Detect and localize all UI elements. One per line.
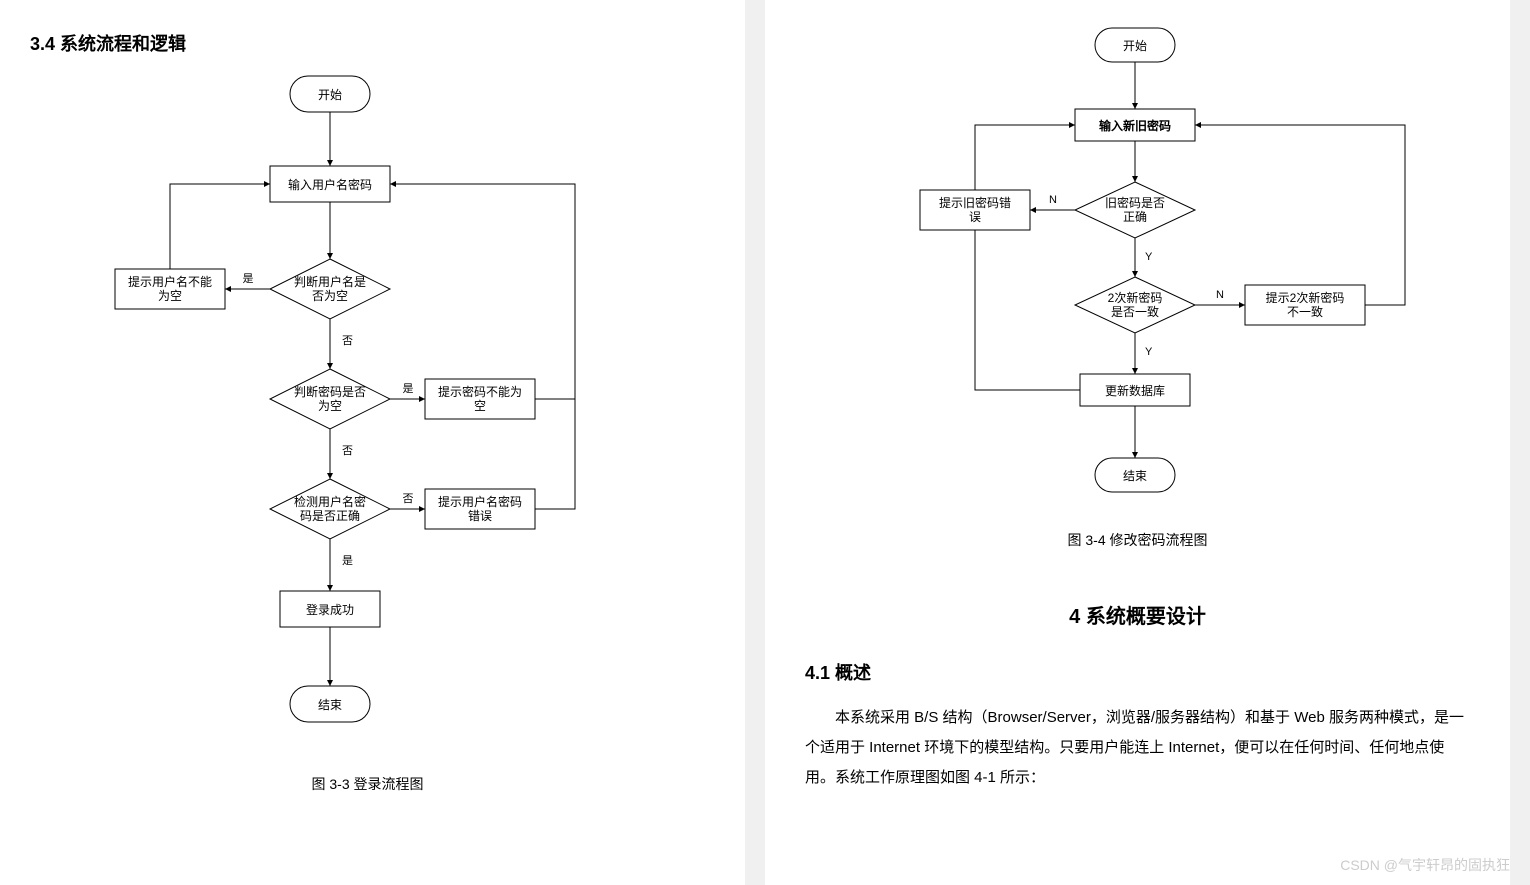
node-p-err-l1: 提示用户名密码	[438, 494, 522, 509]
lbl-no-chk: 否	[403, 493, 414, 505]
node-p-user-l1: 提示用户名不能	[128, 274, 212, 289]
page-right: 开始 输入新旧密码 旧密码是否 正确 N 提示旧密码错 误 Y 2次新密码 是否…	[765, 0, 1510, 885]
r-node-upd: 更新数据库	[1105, 383, 1165, 398]
lbl-yes-chk: 是	[342, 554, 353, 567]
section-4-1-title: 4.1 概述	[805, 659, 1470, 685]
r-d-old-l2: 正确	[1123, 210, 1147, 224]
r-lbl-n1: N	[1049, 194, 1057, 206]
node-start: 开始	[318, 88, 342, 102]
r-node-end: 结束	[1123, 469, 1147, 483]
section-4-1-body: 本系统采用 B/S 结构（Browser/Server，浏览器/服务器结构）和基…	[805, 703, 1470, 793]
node-p-user-l2: 为空	[158, 289, 182, 303]
node-d-user-l2: 否为空	[312, 289, 348, 303]
node-d-chk-l1: 检测用户名密	[294, 494, 366, 509]
r-lbl-y2: Y	[1145, 346, 1153, 358]
r-d-old-l1: 旧密码是否	[1105, 195, 1165, 210]
node-d-pwd-l2: 为空	[318, 399, 342, 413]
r-node-input: 输入新旧密码	[1099, 118, 1171, 133]
r-d-new-l2: 是否一致	[1111, 305, 1159, 319]
lbl-yes-pwd: 是	[403, 382, 414, 395]
figure-3-4-caption: 图 3-4 修改密码流程图	[805, 530, 1470, 550]
node-end: 结束	[318, 698, 342, 712]
page-left: 3.4 系统流程和逻辑 开始 输入用户名密码 判断用户名是 否为空 是	[0, 0, 745, 885]
r-p-new-l2: 不一致	[1287, 305, 1323, 319]
figure-3-3-caption: 图 3-3 登录流程图	[30, 774, 705, 794]
lbl-no-pwd: 否	[342, 445, 353, 457]
r-d-new-l1: 2次新密码	[1108, 290, 1163, 305]
section-3-4-title: 3.4 系统流程和逻辑	[30, 30, 705, 56]
lbl-no-user: 否	[342, 335, 353, 347]
node-p-pwd-l1: 提示密码不能为	[438, 384, 522, 399]
node-d-chk-l2: 码是否正确	[300, 509, 360, 523]
node-d-user-l1: 判断用户名是	[294, 274, 366, 289]
lbl-yes-user: 是	[243, 272, 254, 285]
node-input: 输入用户名密码	[288, 177, 372, 192]
watermark: CSDN @气宇轩昂的固执狂	[1340, 855, 1510, 875]
r-p-old-l2: 误	[969, 210, 981, 224]
r-lbl-y1: Y	[1145, 251, 1153, 263]
node-succ: 登录成功	[306, 602, 354, 617]
r-p-old-l1: 提示旧密码错	[939, 195, 1011, 210]
r-lbl-n2: N	[1216, 289, 1224, 301]
password-flowchart: 开始 输入新旧密码 旧密码是否 正确 N 提示旧密码错 误 Y 2次新密码 是否…	[805, 20, 1465, 520]
node-d-pwd-l1: 判断密码是否	[294, 384, 366, 399]
r-node-start: 开始	[1123, 39, 1147, 53]
r-p-new-l1: 提示2次新密码	[1266, 290, 1345, 305]
section-4-title: 4 系统概要设计	[805, 600, 1470, 629]
node-p-pwd-l2: 空	[474, 399, 486, 413]
login-flowchart: 开始 输入用户名密码 判断用户名是 否为空 是 提示用户名不能 为空 否	[30, 64, 670, 764]
node-p-err-l2: 错误	[468, 509, 492, 523]
